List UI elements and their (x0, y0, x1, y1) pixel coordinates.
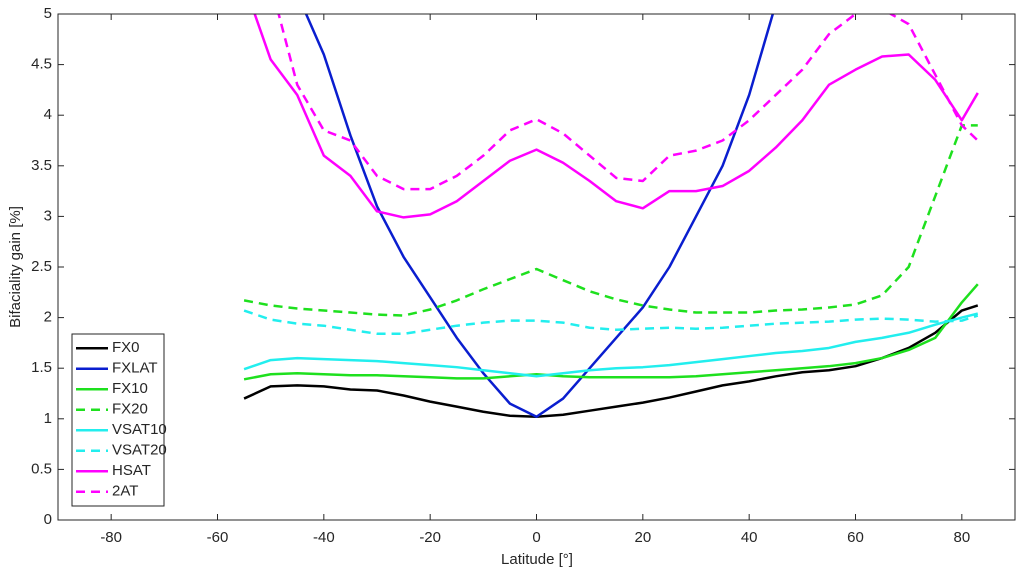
legend-label: VSAT20 (112, 442, 167, 459)
series-line (243, 283, 979, 381)
legend-label: FXLAT (112, 360, 158, 377)
y-tick-label: 1 (44, 410, 52, 427)
series-line (243, 309, 979, 336)
legend-label: 2AT (112, 483, 138, 500)
x-tick-label: 20 (634, 529, 651, 546)
legend-label: FX20 (112, 401, 148, 418)
legend-label: VSAT10 (112, 421, 167, 438)
y-tick-label: 0 (44, 511, 52, 528)
x-tick-label: 0 (532, 529, 540, 546)
y-tick-label: 4 (44, 106, 52, 123)
y-tick-label: 3 (44, 207, 52, 224)
y-tick-label: 2.5 (31, 258, 52, 275)
x-tick-label: -40 (313, 529, 335, 546)
plot-area (243, 14, 979, 419)
legend-label: FX10 (112, 380, 148, 397)
y-tick-label: 5 (44, 5, 52, 22)
x-tick-label: 80 (953, 529, 970, 546)
x-axis-label: Latitude [°] (501, 551, 573, 568)
series-line (277, 14, 979, 191)
y-axis-label: Bifaciality gain [%] (7, 206, 24, 328)
series-line (243, 304, 979, 419)
series-line (253, 14, 979, 219)
x-tick-label: -80 (100, 529, 122, 546)
x-tick-label: 40 (741, 529, 758, 546)
legend-box (71, 333, 165, 507)
x-tick-label: 60 (847, 529, 864, 546)
series-line (243, 124, 978, 317)
legend-label: HSAT (112, 462, 151, 479)
y-tick-label: 1.5 (31, 359, 52, 376)
y-tick-label: 2 (44, 309, 52, 326)
y-tick-label: 0.5 (31, 460, 52, 477)
x-tick-label: -20 (419, 529, 441, 546)
series-line (304, 14, 775, 419)
legend-label: FX0 (112, 339, 140, 356)
series-line (243, 312, 979, 378)
y-tick-label: 3.5 (31, 157, 52, 174)
y-tick-label: 4.5 (31, 56, 52, 73)
x-tick-label: -60 (207, 529, 229, 546)
